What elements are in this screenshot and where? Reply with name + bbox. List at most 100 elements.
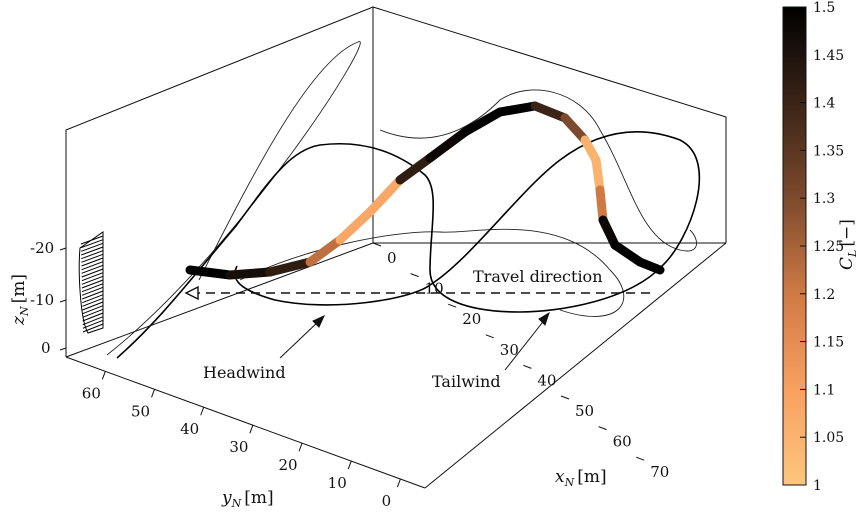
orbit-segment: [591, 155, 605, 195]
x-tick: [523, 364, 532, 369]
z-tick-label: -10: [30, 291, 54, 309]
orbit-segment: [598, 215, 620, 250]
orbit-segment: [335, 207, 375, 245]
colorbar-tick-label: 1.35: [813, 143, 844, 159]
wind-hatch-line: [81, 257, 104, 267]
wind-hatch-line: [80, 239, 104, 249]
y-tick: [396, 478, 401, 488]
colorbar-ticks: 1.5 1.45 1.4 1.35 1.3 1.25 1.2 1.15 1.1 1.05 1: [800, 0, 844, 494]
x-tick: [372, 242, 382, 247]
floor-front-y: [424, 242, 727, 489]
wind-hatch-line: [82, 297, 104, 307]
orbit-segment: [560, 113, 590, 145]
colorbar-tick-label: 1: [813, 478, 822, 494]
wind-hatch-line: [81, 286, 104, 296]
wind-hatch-line: [82, 323, 104, 333]
floor-left: [65, 242, 374, 358]
x-tick: [560, 395, 570, 400]
x-tick-label: 20: [462, 310, 481, 328]
x-tick-label: 0: [387, 249, 397, 267]
x-tick-label: 10: [425, 280, 444, 298]
y-tick-label: 60: [82, 384, 101, 402]
wind-hatch-line: [81, 272, 104, 282]
headwind-label: Headwind: [203, 363, 286, 382]
orbit-segment: [460, 107, 505, 137]
colorbar-tick-label: 1.2: [813, 287, 835, 303]
colorbar-tick-label: 1.05: [813, 430, 844, 446]
y-tick-label: 40: [180, 420, 199, 438]
colorbar-tick-label: 1.5: [813, 0, 835, 16]
wind-hatch-line: [80, 242, 104, 252]
orbit-segment: [365, 175, 405, 217]
wind-hatch-line: [82, 316, 104, 326]
z-axis-label: zN[m]: [9, 274, 31, 326]
wind-hatch-line: [82, 294, 104, 304]
wind-hatch-line: [81, 279, 104, 289]
y-axis-label: yN [m]: [221, 488, 274, 510]
back-pane-left: [65, 6, 374, 357]
x-tick-label: 60: [613, 433, 632, 451]
headwind-arrow: [279, 314, 326, 359]
x-tick-label: 30: [500, 341, 519, 359]
x-tick-label: 70: [650, 463, 669, 481]
travel-arrow: [184, 285, 650, 301]
wind-hatch-line: [82, 319, 104, 329]
orbit-segment: [225, 267, 275, 280]
wind-hatch-line: [81, 264, 104, 274]
y-tick-label: 50: [131, 402, 150, 420]
wind-hatch-line: [81, 253, 104, 263]
floor-front-x: [65, 356, 426, 489]
y-tick-label: 30: [229, 438, 248, 456]
z-tick-label: 0: [41, 339, 51, 357]
z-axis: -20 -10 0 zN[m]: [9, 239, 67, 357]
travel-direction-label: Travel direction: [473, 267, 603, 286]
orbit-segment: [395, 153, 435, 185]
side-projection: [106, 41, 361, 356]
orbit-segment: [265, 257, 315, 277]
y-tick-label: 0: [382, 492, 392, 510]
y-axis: 60 50 40 30 20 10 0: [82, 371, 401, 510]
y-tick-label: 10: [328, 474, 347, 492]
colorbar-label: CL[−]: [837, 219, 859, 270]
y-tick: [101, 371, 106, 380]
x-tick-label: 50: [575, 402, 594, 420]
x-axis-label: xN [m]: [555, 467, 607, 489]
y-tick-label: 20: [279, 456, 298, 474]
y-tick: [298, 442, 303, 452]
orbit-segment: [185, 265, 235, 280]
back-pane-top: [372, 6, 727, 243]
orbit-segment: [595, 185, 608, 225]
wind-hatch-line: [82, 312, 104, 322]
y-tick: [200, 407, 205, 416]
colorbar-tick-label: 1.15: [813, 335, 844, 351]
wind-hatch-line: [82, 308, 104, 318]
y-tick: [249, 425, 254, 434]
y-tick: [151, 389, 155, 398]
wind-hatch-line: [81, 246, 104, 256]
projections: [106, 41, 697, 356]
wind-hatch-line: [82, 290, 104, 300]
orbit-segment: [530, 101, 570, 123]
orbit-colored: [185, 101, 665, 280]
wind-profile: [78, 231, 104, 334]
orbit-segment: [610, 240, 645, 267]
wind-hatch-line: [81, 283, 104, 293]
wind-hatch-line: [82, 305, 104, 315]
x-tick: [410, 273, 419, 278]
axes-box: [65, 6, 727, 489]
wind-hatch-line: [82, 301, 104, 311]
tailwind-arrow: [504, 311, 550, 371]
tailwind-label: Tailwind: [432, 372, 501, 391]
colorbar-tick-label: 1.3: [813, 191, 835, 207]
wind-hatch-line: [81, 275, 104, 285]
orbit-segment: [635, 257, 665, 275]
wind-profile-outline: [78, 231, 104, 334]
colorbar-tick-label: 1.4: [813, 96, 835, 112]
x-tick: [598, 426, 607, 431]
orbit-segment: [305, 235, 345, 267]
colorbar-tick-label: 1.45: [813, 48, 844, 64]
colorbar-tick-label: 1.25: [813, 239, 844, 255]
wind-hatch-line: [81, 268, 104, 278]
back-projection: [379, 89, 697, 252]
